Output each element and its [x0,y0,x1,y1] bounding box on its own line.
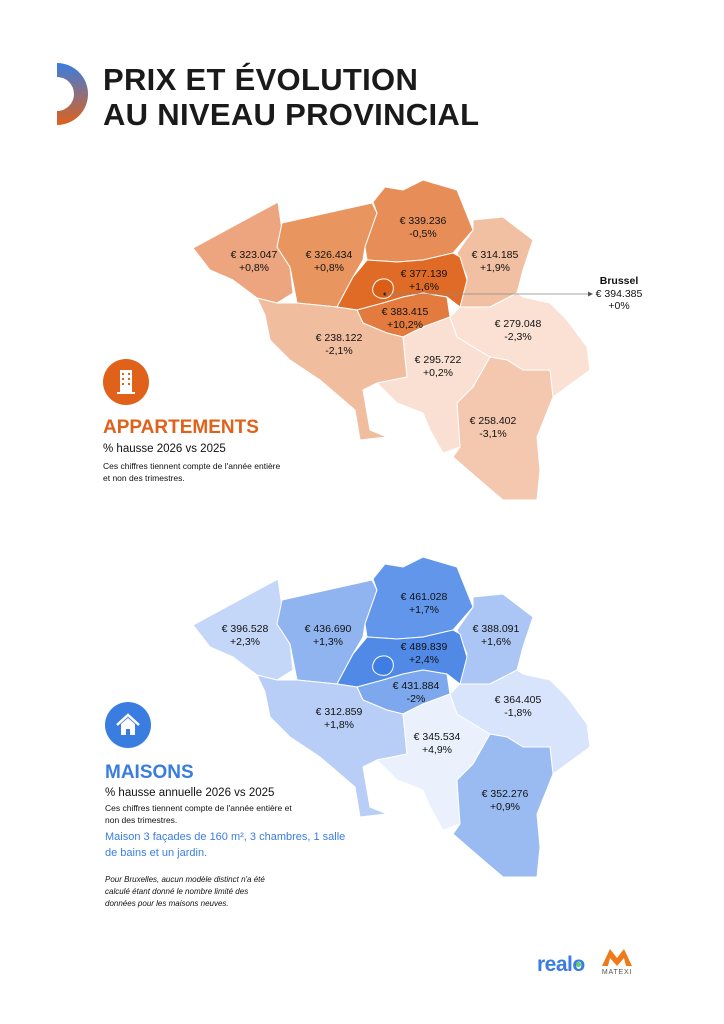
arrow-right-icon [588,291,593,297]
region-change-label: +1,6% [481,636,511,648]
region-price-label: € 396.528 [222,623,269,635]
houses-title: MAISONS [105,762,194,783]
note-line: données pour les maisons neuves. [105,899,229,908]
apartments-map [192,179,591,501]
brussels-callout-change: +0% [608,300,629,312]
region-change-label: +1,6% [409,281,439,293]
region-change-label: -3,1% [479,428,506,440]
region-change-label: +10,2% [387,319,423,331]
region-change-label: +1,9% [480,262,510,274]
brussels-note: Pour Bruxelles, aucun modèle distinct n'… [105,874,265,910]
province-lux [452,733,554,878]
region-price-label: € 326.434 [306,249,353,261]
title-line-1: PRIX ET ÉVOLUTION [103,62,419,97]
region-change-label: -2,3% [504,331,531,343]
title-accent-arc-icon [57,63,88,125]
region-change-label: +1,8% [324,719,354,731]
realo-logo: realo [537,953,585,977]
province-brussels [372,278,394,299]
region-change-label: +2,3% [230,636,260,648]
note-line: et non des trimestres. [103,473,185,483]
region-price-label: € 345.534 [414,731,461,743]
region-change-label: +0,2% [423,367,453,379]
region-price-label: € 295.722 [415,354,462,366]
house-model-description: Maison 3 façades de 160 m², 3 chambres, … [105,829,345,861]
region-price-label: € 312.859 [316,706,363,718]
houses-map [192,556,591,878]
apartments-subtitle: % hausse 2026 vs 2025 [103,443,226,455]
model-line: de bains et un jardin. [105,847,208,859]
matexi-logo: MATEXI [599,946,635,981]
region-price-label: € 364.405 [495,694,542,706]
province-hai [256,674,408,818]
province-hai [256,297,408,441]
title-line-2: AU NIVEAU PROVINCIAL [103,97,480,132]
brussels-callout-price: € 394.385 [596,288,643,300]
region-change-label: +1,7% [409,604,439,616]
page-title: PRIX ET ÉVOLUTION AU NIVEAU PROVINCIAL [103,62,479,132]
houses-note: Ces chiffres tiennent compte de l'année … [105,802,292,826]
region-change-label: +0,8% [239,262,269,274]
model-line: Maison 3 façades de 160 m², 3 chambres, … [105,831,346,843]
note-line: non des trimestres. [105,815,178,825]
province-lux [452,356,554,501]
province-brussels [372,655,394,676]
region-price-label: € 377.139 [401,268,448,280]
region-price-label: € 489.839 [401,641,448,653]
region-change-label: +0,9% [490,801,520,813]
region-price-label: € 388.091 [473,623,520,635]
region-price-label: € 431.884 [393,680,440,692]
region-price-label: € 352.276 [482,788,529,800]
brussels-callout-title: Brussel [600,275,639,287]
region-price-label: € 461.028 [401,591,448,603]
apartments-note: Ces chiffres tiennent compte de l'année … [103,460,280,484]
region-price-label: € 314.185 [472,249,519,261]
region-change-label: +2,4% [409,654,439,666]
region-price-label: € 323.047 [231,249,278,261]
svg-text:MATEXI: MATEXI [602,969,632,976]
region-change-label: -2% [407,693,426,705]
note-line: Ces chiffres tiennent compte de l'année … [103,461,281,471]
region-price-label: € 258.402 [470,415,517,427]
region-price-label: € 339.236 [400,215,447,227]
note-line: calculé étant donné le nombre limité des [105,887,249,896]
province-wvl [192,578,294,681]
houses-subtitle: % hausse annuelle 2026 vs 2025 [105,787,275,799]
region-change-label: +4,9% [422,744,452,756]
house-icon [105,702,151,748]
region-price-label: € 383.415 [382,306,429,318]
region-price-label: € 436.690 [305,623,352,635]
region-price-label: € 279.048 [495,318,542,330]
note-line: Ces chiffres tiennent compte de l'année … [105,803,292,813]
region-change-label: -0,5% [409,228,436,240]
region-change-label: +0,8% [314,262,344,274]
region-change-label: -1,8% [504,707,531,719]
region-change-label: -2,1% [325,345,352,357]
apartments-title: APPARTEMENTS [103,417,259,438]
region-price-label: € 238.122 [316,332,363,344]
apartment-building-icon [103,359,149,405]
province-wvl [192,201,294,304]
region-change-label: +1,3% [313,636,343,648]
note-line: Pour Bruxelles, aucun modèle distinct n'… [105,875,265,884]
